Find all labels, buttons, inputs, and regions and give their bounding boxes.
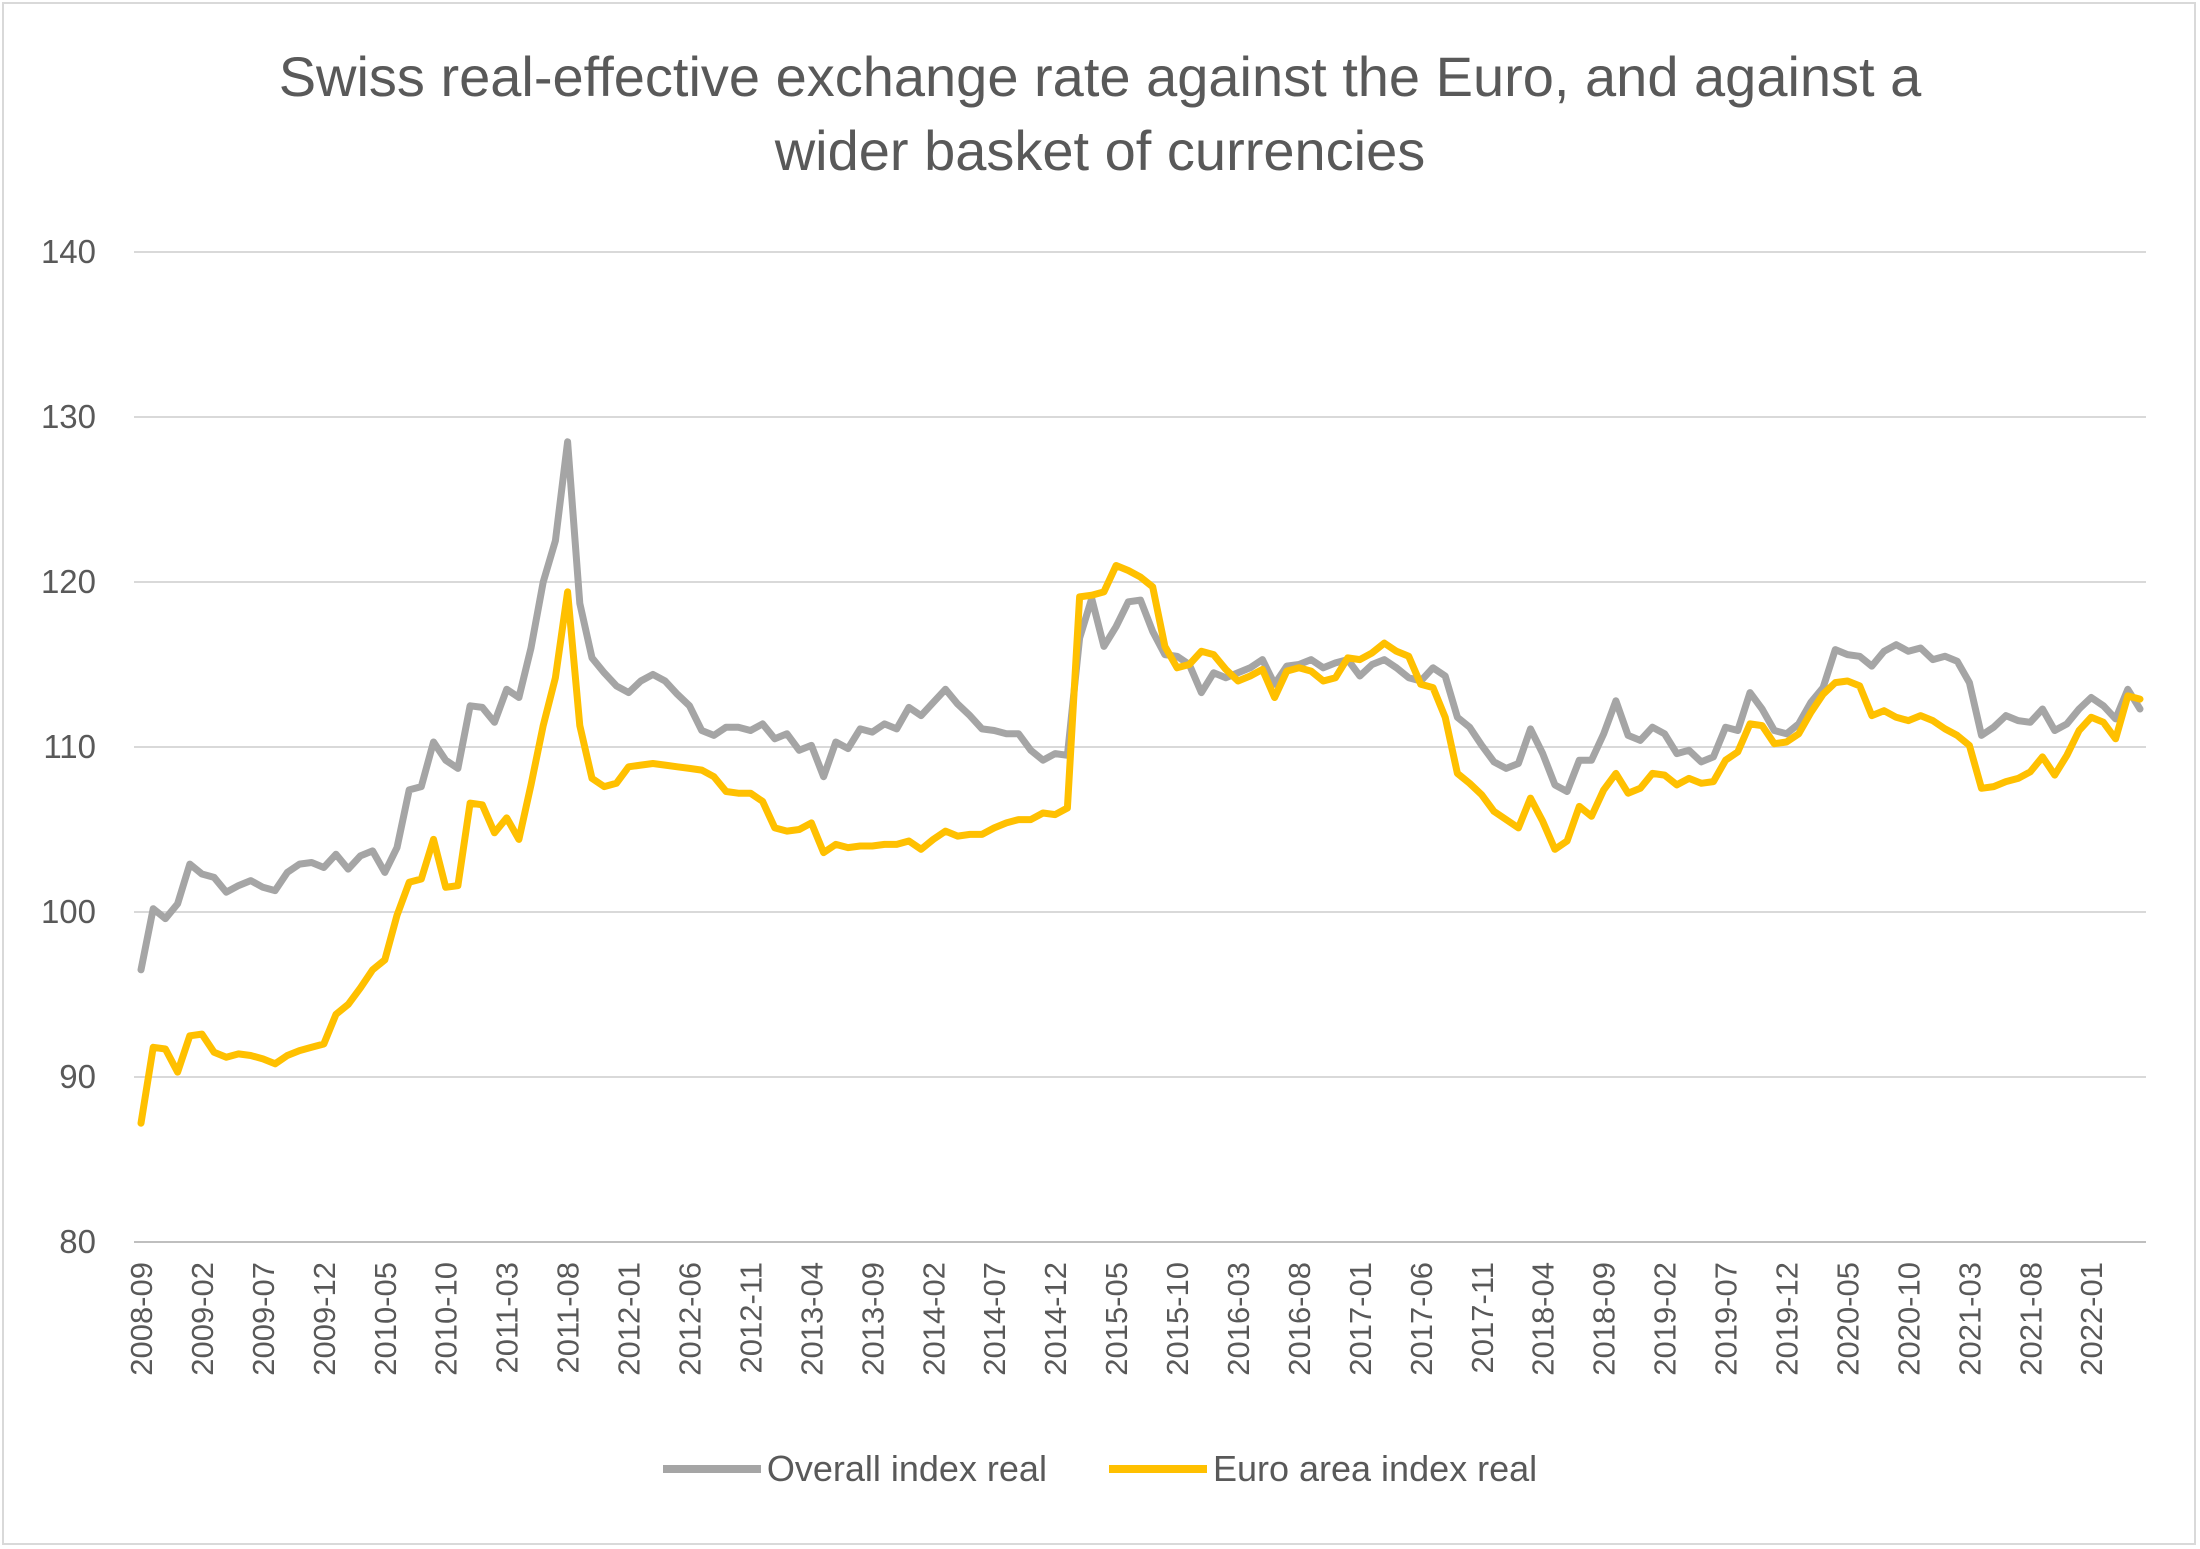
x-tick-label: 2019-07 bbox=[1709, 1262, 1744, 1376]
legend-item-overall: Overall index real bbox=[662, 1448, 1047, 1490]
series-lines bbox=[137, 438, 2144, 1127]
x-tick-label: 2018-04 bbox=[1526, 1262, 1561, 1376]
x-tick-label: 2012-11 bbox=[733, 1262, 768, 1373]
legend-label-euro: Euro area index real bbox=[1212, 1448, 1538, 1489]
x-tick-label: 2019-02 bbox=[1648, 1262, 1683, 1376]
x-tick-label: 2021-03 bbox=[1952, 1262, 1987, 1376]
series-line-overall bbox=[137, 438, 2144, 974]
y-tick-label: 120 bbox=[41, 563, 96, 600]
x-tick-label: 2010-10 bbox=[429, 1262, 464, 1376]
x-tick-label: 2011-08 bbox=[551, 1262, 586, 1373]
x-axis-ticks: 2008-09 2009-02 2009-07 2009-12 2010-05 2010-… bbox=[124, 1262, 2109, 1376]
x-tick-label: 2016-08 bbox=[1282, 1262, 1317, 1376]
x-tick-label: 2009-07 bbox=[246, 1262, 281, 1376]
y-tick-label: 110 bbox=[43, 728, 96, 765]
x-tick-label: 2020-10 bbox=[1891, 1262, 1926, 1376]
x-tick-label: 2022-01 bbox=[2074, 1262, 2109, 1376]
chart-title-line-2: wider basket of currencies bbox=[774, 119, 1426, 182]
chart-title: Swiss real-effective exchange rate again… bbox=[0, 40, 2200, 188]
x-tick-label: 2018-09 bbox=[1587, 1262, 1622, 1376]
x-tick-label: 2011-03 bbox=[490, 1262, 525, 1373]
x-tick-label: 2012-06 bbox=[673, 1262, 708, 1376]
x-tick-label: 2009-02 bbox=[185, 1262, 220, 1376]
y-tick-label: 80 bbox=[59, 1223, 96, 1260]
y-tick-label: 140 bbox=[41, 233, 96, 270]
x-tick-label: 2008-09 bbox=[124, 1262, 159, 1376]
legend-swatch-euro bbox=[1108, 1465, 1207, 1473]
x-tick-label: 2014-02 bbox=[916, 1262, 951, 1376]
x-tick-label: 2013-09 bbox=[855, 1262, 890, 1376]
x-tick-label: 2014-12 bbox=[1038, 1262, 1073, 1376]
legend-label-overall: Overall index real bbox=[766, 1448, 1047, 1489]
series-line-euro bbox=[137, 562, 2144, 1127]
x-tick-label: 2021-08 bbox=[2013, 1262, 2048, 1376]
x-tick-label: 2020-05 bbox=[1830, 1262, 1865, 1376]
x-tick-label: 2013-04 bbox=[794, 1262, 829, 1376]
legend: Overall index real Euro area index real bbox=[0, 1448, 2200, 1490]
x-tick-label: 2009-12 bbox=[307, 1262, 342, 1376]
x-tick-label: 2012-01 bbox=[612, 1262, 647, 1376]
x-tick-label: 2010-05 bbox=[368, 1262, 403, 1376]
x-tick-label: 2017-11 bbox=[1465, 1262, 1500, 1373]
legend-swatch-overall bbox=[662, 1465, 761, 1473]
x-tick-label: 2015-10 bbox=[1160, 1262, 1195, 1376]
gridlines bbox=[134, 251, 2146, 1243]
legend-item-euro: Euro area index real bbox=[1108, 1448, 1538, 1490]
x-tick-label: 2019-12 bbox=[1770, 1262, 1805, 1376]
chart-title-line-1: Swiss real-effective exchange rate again… bbox=[278, 45, 1922, 108]
y-tick-label: 100 bbox=[41, 893, 96, 930]
x-tick-label: 2017-01 bbox=[1343, 1262, 1378, 1376]
x-tick-label: 2015-05 bbox=[1099, 1262, 1134, 1376]
x-tick-label: 2014-07 bbox=[977, 1262, 1012, 1376]
y-tick-label: 90 bbox=[59, 1058, 96, 1095]
y-axis-ticks: 80 90 100 110 120 130 140 bbox=[41, 233, 96, 1260]
x-tick-label: 2017-06 bbox=[1404, 1262, 1439, 1376]
x-tick-label: 2016-03 bbox=[1221, 1262, 1256, 1376]
y-tick-label: 130 bbox=[41, 398, 96, 435]
